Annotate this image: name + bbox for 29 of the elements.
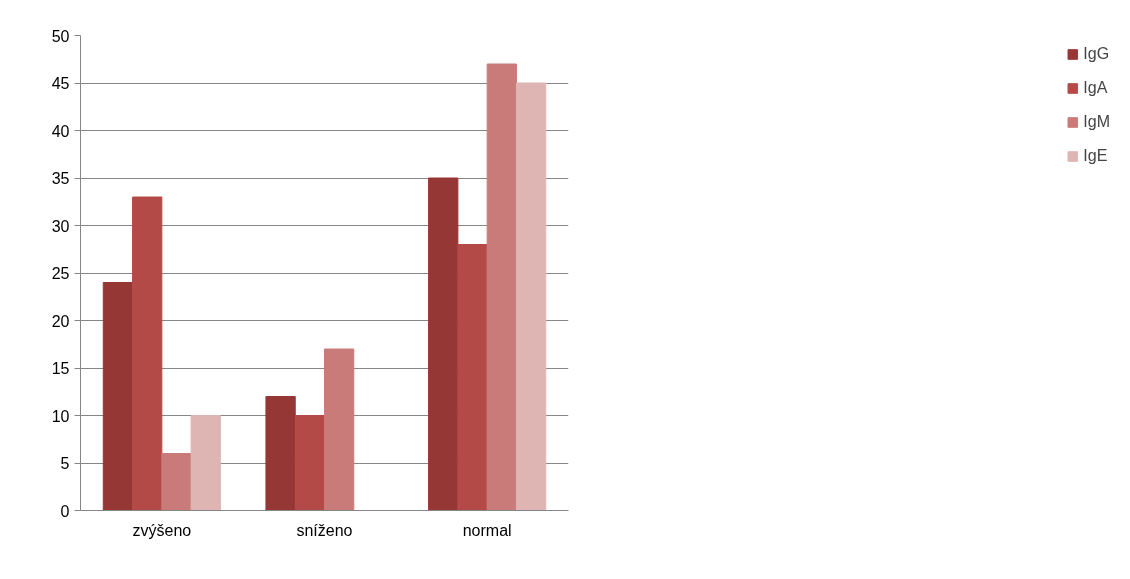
legend-label: IgG <box>1083 45 1110 63</box>
bar <box>190 415 221 511</box>
y-tick-label: 20 <box>51 312 70 330</box>
x-tick-label: sníženo <box>296 521 353 539</box>
y-tick-label: 10 <box>51 407 70 425</box>
y-tick-label: 50 <box>51 27 70 45</box>
y-tick-label: 40 <box>51 122 70 140</box>
bar <box>102 282 134 511</box>
y-tick-label: 45 <box>51 75 70 92</box>
x-tick-label: normal <box>462 521 512 539</box>
bar <box>515 82 547 511</box>
bar <box>161 453 192 511</box>
legend-label: IgE <box>1083 147 1108 165</box>
legend-label: IgM <box>1083 113 1110 131</box>
y-tick-label: 35 <box>51 170 70 187</box>
legend-label: IgA <box>1083 79 1108 97</box>
y-tick-label: 30 <box>51 217 70 235</box>
bar <box>265 396 296 511</box>
bar <box>457 244 488 511</box>
bar <box>132 196 163 511</box>
y-tick-label: 25 <box>51 265 70 282</box>
y-tick-label: 5 <box>60 455 70 472</box>
bar <box>486 63 517 511</box>
bar <box>428 177 459 511</box>
x-tick-label: zvýšeno <box>132 521 192 539</box>
y-tick-label: 0 <box>60 502 70 520</box>
y-tick-label: 15 <box>51 360 70 377</box>
bar <box>294 415 325 511</box>
bar <box>324 348 355 511</box>
